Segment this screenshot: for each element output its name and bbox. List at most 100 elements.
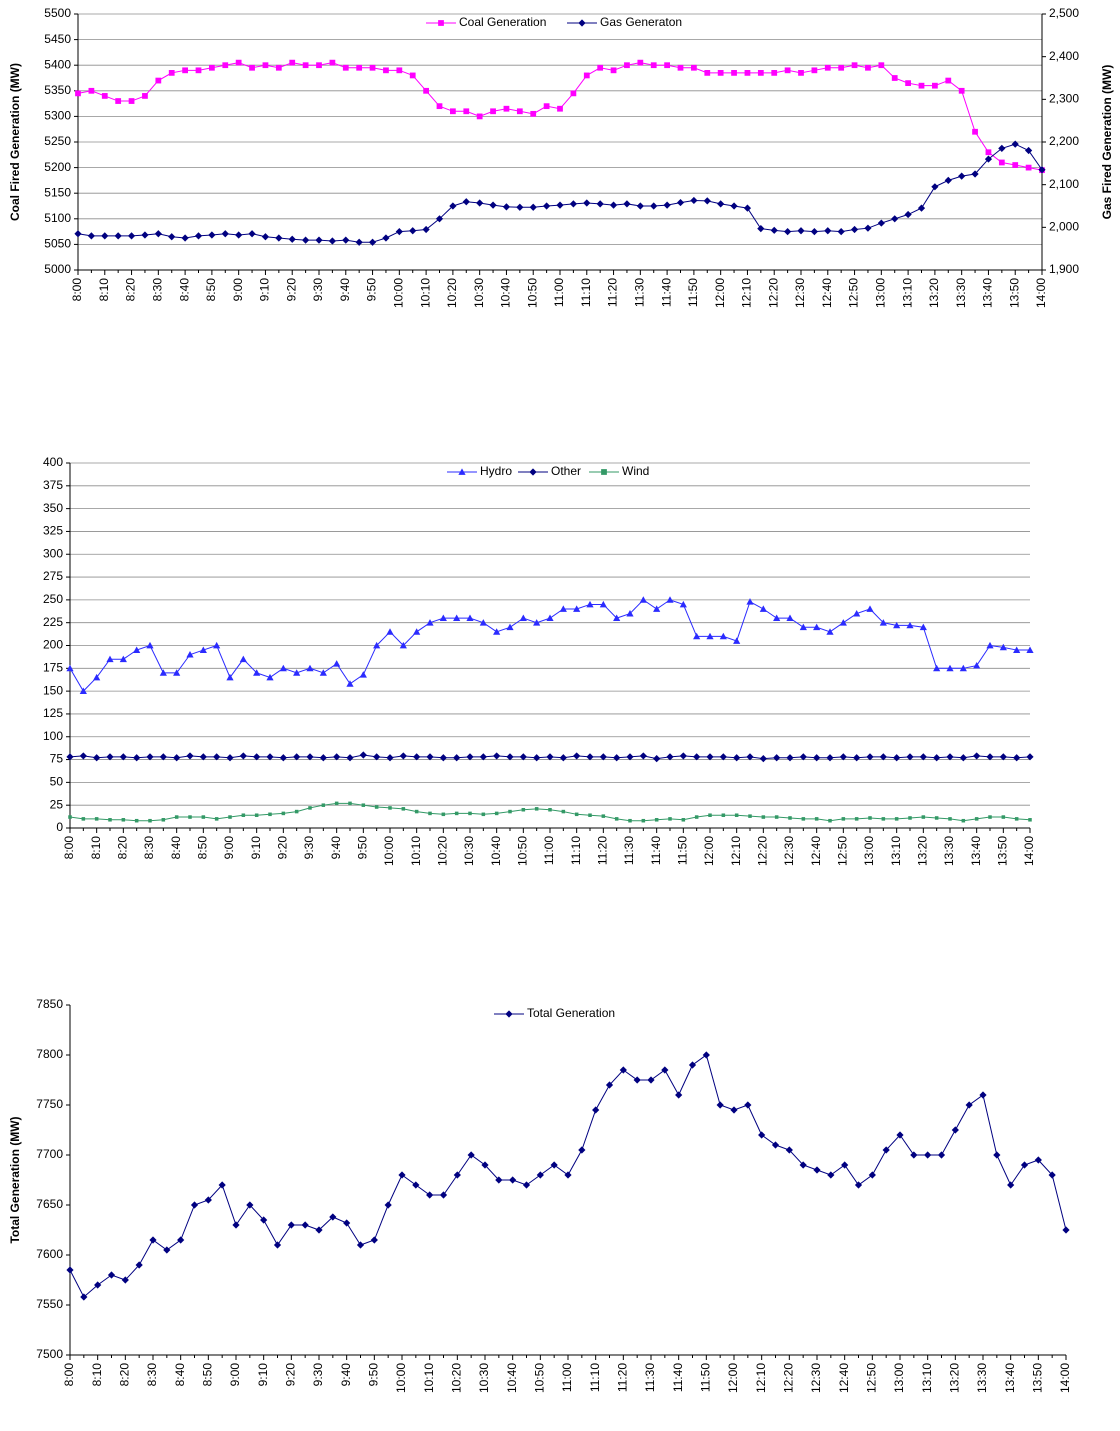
marker <box>186 651 194 658</box>
x-tick-label: 10:30 <box>477 1363 491 1393</box>
marker <box>979 1091 987 1099</box>
marker <box>190 1201 199 1209</box>
marker <box>771 1141 780 1149</box>
marker <box>119 753 127 761</box>
marker <box>839 753 847 761</box>
x-tick-label: 9:20 <box>284 278 298 302</box>
x-tick-label: 12:40 <box>820 278 834 308</box>
x-tick-label: 8:40 <box>173 1363 187 1387</box>
x-tick-label: 13:00 <box>862 836 876 866</box>
marker <box>746 598 754 605</box>
marker <box>466 614 474 622</box>
marker <box>868 1171 876 1179</box>
marker <box>610 67 617 74</box>
x-tick-label: 11:30 <box>633 278 647 307</box>
x-tick-label: 8:10 <box>90 1363 104 1387</box>
marker <box>773 754 781 762</box>
legend-marker <box>578 19 586 27</box>
marker <box>546 753 554 761</box>
x-tick-label: 10:40 <box>505 1363 519 1393</box>
marker <box>730 202 738 210</box>
marker <box>931 183 939 191</box>
marker <box>1038 166 1046 174</box>
marker <box>917 204 926 212</box>
marker <box>650 202 658 210</box>
y-tick-label: 5350 <box>44 83 71 97</box>
marker <box>142 93 148 99</box>
marker <box>319 669 327 676</box>
marker <box>650 62 657 69</box>
marker <box>619 1066 627 1074</box>
marker <box>647 1076 655 1084</box>
legend: Hydro Other Wind <box>443 464 657 480</box>
legend-box <box>443 464 657 480</box>
marker <box>466 753 474 761</box>
marker <box>163 1246 171 1254</box>
y-tick-label: 5400 <box>44 57 71 71</box>
x-tick-label: 10:50 <box>533 1363 547 1393</box>
marker <box>384 1201 392 1209</box>
marker <box>951 1126 959 1134</box>
marker <box>679 752 687 760</box>
series <box>74 140 1046 246</box>
y-tick-label: 0 <box>56 820 63 834</box>
marker <box>988 815 992 819</box>
marker <box>596 200 604 208</box>
marker <box>919 623 927 631</box>
marker <box>529 203 537 211</box>
x-tick-label: 8:00 <box>70 278 84 302</box>
marker <box>413 753 421 761</box>
x-tick-label: 9:20 <box>284 1363 298 1387</box>
y-tick-label: 200 <box>43 638 63 652</box>
marker <box>453 1171 461 1179</box>
marker <box>570 90 577 97</box>
marker <box>653 755 661 763</box>
marker <box>614 817 619 821</box>
marker <box>106 753 114 761</box>
y-tick-label: 5150 <box>44 185 71 199</box>
y-tick-label: 5100 <box>44 211 71 225</box>
marker <box>945 77 952 84</box>
x-tick-label: 12:30 <box>793 278 807 308</box>
x-tick-label: 9:10 <box>256 1363 270 1387</box>
x-tick-label: 10:20 <box>450 1363 464 1393</box>
marker <box>516 108 523 115</box>
y-tick-label: 7550 <box>36 1297 63 1311</box>
series <box>75 59 1045 174</box>
marker <box>426 1191 434 1199</box>
legend-marker <box>438 20 444 26</box>
series <box>66 596 1034 695</box>
marker <box>68 815 72 819</box>
marker <box>717 70 724 76</box>
x-tick-label: 9:30 <box>311 278 325 302</box>
marker <box>275 234 283 242</box>
y-tick-label: 5500 <box>44 6 71 20</box>
marker <box>623 200 631 208</box>
marker <box>141 231 149 239</box>
x-tick-label: 9:50 <box>365 278 379 302</box>
marker <box>1012 162 1019 168</box>
marker <box>626 609 634 617</box>
x-tick-label: 9:30 <box>311 1363 325 1387</box>
marker <box>368 238 377 246</box>
x-tick-label: 14:00 <box>1022 836 1036 866</box>
marker <box>302 236 310 244</box>
marker <box>306 664 314 672</box>
x-tick-label: 12:20 <box>766 278 780 308</box>
marker <box>937 1151 946 1159</box>
marker <box>866 753 874 761</box>
y-tick-label: 75 <box>50 752 64 766</box>
x-tick-label: 13:50 <box>1007 278 1021 308</box>
x-tick-label: 13:10 <box>900 278 914 308</box>
marker <box>79 687 87 695</box>
marker <box>235 59 242 66</box>
marker <box>308 806 312 810</box>
marker <box>574 812 579 817</box>
marker <box>719 632 727 640</box>
marker <box>959 754 967 762</box>
x-tick-label: 11:30 <box>643 1363 657 1392</box>
y2-tick-label: 2,200 <box>1049 134 1079 148</box>
marker <box>412 1181 420 1189</box>
y-tick-label: 225 <box>43 615 63 629</box>
